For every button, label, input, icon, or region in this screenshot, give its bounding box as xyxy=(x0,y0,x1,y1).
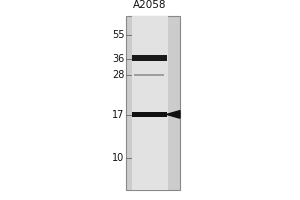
Bar xyxy=(132,55,166,60)
Text: 17: 17 xyxy=(112,110,124,120)
Polygon shape xyxy=(167,111,180,118)
Text: 36: 36 xyxy=(112,54,124,64)
Bar xyxy=(132,112,166,117)
Bar xyxy=(132,16,168,190)
Text: 55: 55 xyxy=(112,30,124,40)
Text: A2058: A2058 xyxy=(133,0,167,10)
Text: 10: 10 xyxy=(112,153,124,163)
Text: 28: 28 xyxy=(112,70,124,80)
Bar xyxy=(126,16,180,190)
Bar xyxy=(134,74,164,76)
